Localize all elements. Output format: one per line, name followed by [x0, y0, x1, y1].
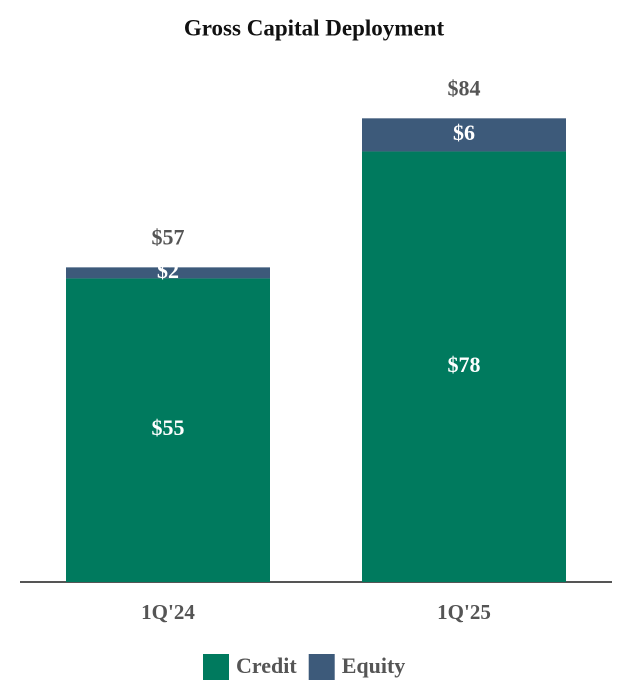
total-label: $57	[152, 224, 185, 249]
chart-title: Gross Capital Deployment	[184, 15, 445, 40]
bar-segment	[362, 151, 566, 582]
bar-segment	[66, 267, 270, 279]
bar-segment	[66, 278, 270, 582]
value-label: $55	[152, 415, 185, 440]
legend-label: Credit	[236, 653, 297, 678]
value-label: $78	[448, 352, 481, 377]
total-label: $84	[448, 75, 481, 100]
legend-swatch	[203, 654, 229, 680]
x-tick-label: 1Q'24	[141, 600, 195, 624]
value-label: $2	[157, 258, 179, 283]
bar-segment	[362, 118, 566, 152]
legend-swatch	[308, 654, 335, 680]
value-label: $6	[453, 120, 475, 145]
x-tick-label: 1Q'25	[437, 600, 491, 624]
legend-label: Equity	[342, 653, 406, 678]
